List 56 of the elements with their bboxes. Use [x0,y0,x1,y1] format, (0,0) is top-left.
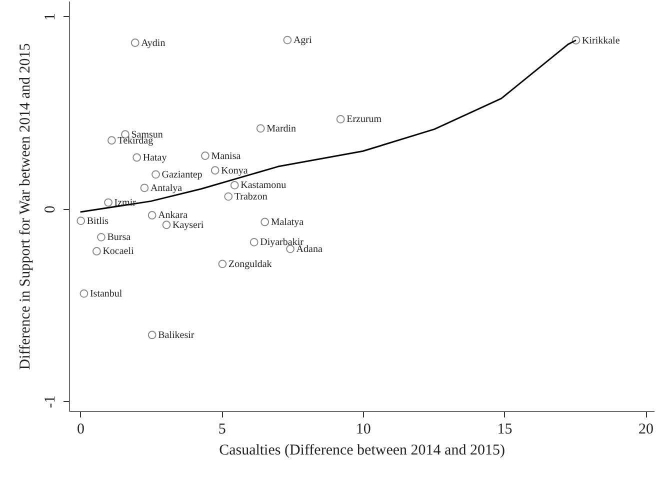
point [336,114,345,124]
annotation: Kocaeli [102,246,134,258]
point [148,330,156,340]
annotation: Konya [221,165,248,176]
point [224,192,233,201]
annotation: Erzurum [346,114,382,126]
point [132,153,142,162]
point [80,289,88,298]
annotation: Bitlis [86,216,109,227]
annotation: Antalya [150,182,183,194]
point [92,247,101,256]
annotation: Aydin [141,38,166,49]
x-tick-label: 10 [356,422,371,438]
annotation: Kirikkale [582,35,620,46]
point [572,36,580,44]
point [230,181,239,190]
y-tick-label: -1 [42,396,58,408]
annotation: Bursa [107,232,132,244]
y-tick-label: 1 [42,13,58,21]
annotation: Trabzon [234,192,268,203]
point [148,211,156,220]
annotation: Kayseri [172,220,204,231]
annotation: Tekirdag [118,135,154,146]
point [256,124,265,133]
y-axis-title: Difference in Support for War between 2014 and 2015 [18,43,34,370]
point [107,136,116,145]
annotation: Balikesir [158,330,195,341]
point [283,36,292,44]
point [210,166,220,175]
point [260,218,270,226]
point [130,38,140,47]
y-tick-label: 0 [42,206,58,214]
annotation: Ankara [158,210,188,222]
annotation: Malatya [270,216,304,228]
x-tick-label: 5 [218,422,226,438]
point [218,260,227,268]
annotation: Agri [293,35,312,46]
x-axis-title: Casualties (Difference between 2014 and 2015) [219,442,505,458]
point [104,198,112,207]
point [162,220,171,230]
annotation: Istanbul [90,288,122,300]
annotation: Manisa [211,150,242,162]
x-tick-label: 0 [77,422,85,438]
x-tick-label: 20 [638,422,654,438]
point [201,152,210,160]
annotation: Zonguldak [228,258,272,270]
point [152,170,160,179]
annotation: Hatay [142,152,167,164]
point [76,216,86,226]
point [250,238,258,246]
annotation: Gaziantep [162,169,202,180]
point [140,184,149,192]
annotation: Kastamonu [240,180,286,192]
annotation: Mardin [266,123,296,134]
x-tick-label: 15 [497,422,512,438]
point [97,232,106,242]
